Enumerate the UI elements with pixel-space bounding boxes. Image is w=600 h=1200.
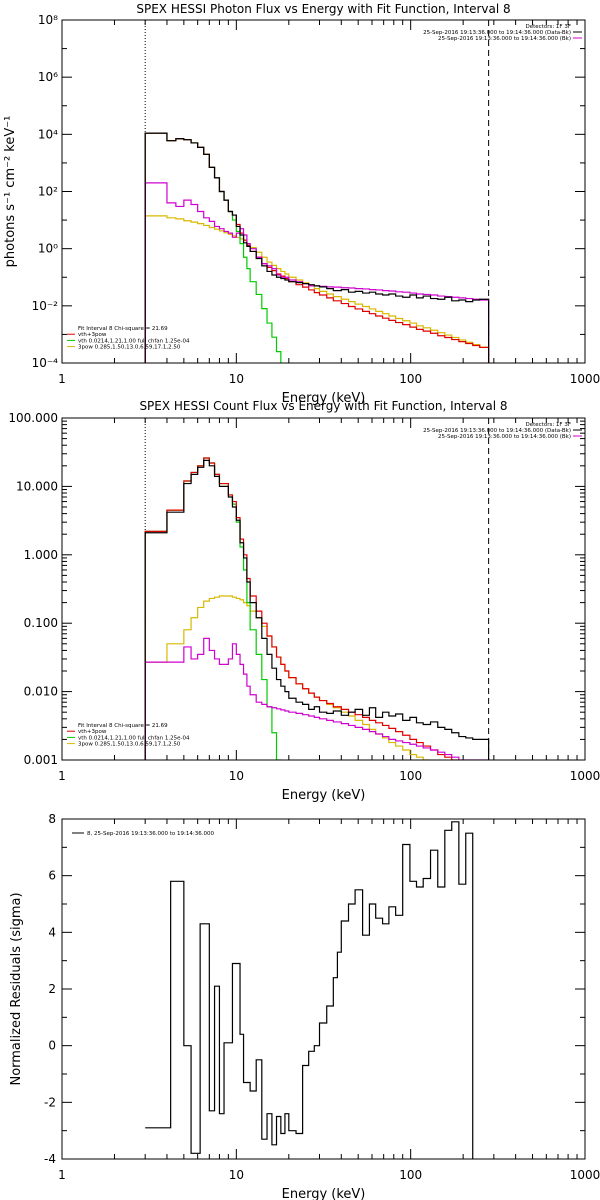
plot-frame: [61, 19, 586, 364]
y-tick-label: 0: [48, 1039, 56, 1053]
series-vth-3pow: [144, 457, 490, 760]
chart-panel-2: [61, 417, 586, 761]
plot-frame: [61, 417, 586, 761]
x-tick-label: 100: [399, 1168, 422, 1182]
x-tick-label: 1000: [570, 769, 600, 783]
legend-entry: vth 0.0214,1.21,1.00 full chfan 1.25e-04: [78, 735, 190, 741]
series-bk: [144, 637, 489, 760]
series-residuals: [145, 821, 474, 1159]
series-bk: [144, 182, 490, 363]
x-tick-label: 1: [58, 769, 66, 783]
legend-entry: vth+3pow: [78, 332, 107, 338]
y-tick-label: 8: [48, 812, 56, 826]
x-axis-label: Energy (keV): [282, 1187, 366, 1200]
y-tick-label: 10.000: [16, 479, 58, 493]
legend-entry: 3pow 0.285,1.50,13.0,6.59,17.1,2.50: [78, 742, 181, 748]
x-tick-label: 1: [58, 372, 66, 386]
x-tick-label: 1: [58, 1168, 66, 1182]
series-data-bk: [144, 132, 490, 363]
legend-entry: Fit Interval 8 Chi-square = 21.69: [78, 723, 168, 729]
legend-entry: 8, 25-Sep-2016 19:13:36.000 to 19:14:36.…: [87, 831, 214, 837]
series-3pow: [144, 215, 490, 363]
y-tick-label: 0.001: [24, 753, 58, 767]
y-axis-label: Normalized Residuals (sigma): [9, 892, 24, 1085]
plot-frame: [61, 818, 586, 1160]
legend-entry: vth+3pow: [78, 729, 107, 735]
y-tick-label: 10²: [38, 185, 58, 199]
y-tick-label: 10⁻²: [32, 299, 59, 313]
y-tick-label: 0.100: [24, 616, 58, 630]
y-tick-label: 10⁰: [38, 242, 58, 256]
chart-panel-1: [61, 19, 586, 364]
legend-entry: Detectors: 1F 3F: [525, 24, 571, 30]
y-tick-label: 1.000: [24, 548, 58, 562]
series-vth-3pow: [144, 132, 490, 363]
chart-title: SPEX HESSI Photon Flux vs Energy with Fi…: [136, 2, 510, 16]
legend-entry: Detectors: 1F 3F: [525, 422, 571, 428]
y-tick-label: 10⁸: [38, 13, 58, 27]
x-tick-label: 1000: [570, 372, 600, 386]
x-tick-label: 10: [229, 372, 244, 386]
chart-panel-3: [61, 818, 586, 1160]
series-vth: [144, 457, 281, 760]
legend-entry: Fit Interval 8 Chi-square = 21.69: [78, 326, 168, 332]
chart-title: SPEX HESSI Count Flux vs Energy with Fit…: [139, 399, 507, 413]
y-axis-label: photons s⁻¹ cm⁻² keV⁻¹: [3, 116, 18, 268]
legend-entry: 25-Sep-2016 19:13:36.000 to 19:14:36.000…: [423, 428, 571, 434]
y-tick-label: 2: [48, 982, 56, 996]
x-tick-label: 10: [229, 769, 244, 783]
series-data-bk: [144, 459, 490, 760]
x-tick-label: 1000: [570, 1168, 600, 1182]
y-tick-label: -2: [44, 1095, 56, 1109]
legend-entry: 25-Sep-2016 19:13:36.000 to 19:14:36.000…: [423, 30, 571, 36]
y-tick-label: 4: [48, 925, 56, 939]
y-tick-label: 100.000: [8, 411, 58, 425]
legend-entry: 25-Sep-2016 19:13:36.000 to 19:14:36.000…: [438, 36, 571, 42]
y-tick-label: 10⁶: [38, 70, 58, 84]
x-tick-label: 10: [229, 1168, 244, 1182]
x-tick-label: 100: [399, 769, 422, 783]
legend-entry: 25-Sep-2016 19:13:36.000 to 19:14:36.000…: [438, 434, 571, 440]
legend-entry: vth 0.0214,1.21,1.00 full chfan 1.25e-04: [78, 338, 190, 344]
y-tick-label: -4: [44, 1152, 56, 1166]
x-axis-label: Energy (keV): [282, 391, 366, 406]
legend-entry: 3pow 0.285,1.50,13.0,6.59,17.1,2.50: [78, 345, 181, 351]
y-tick-label: 10⁴: [38, 127, 58, 141]
y-tick-label: 10⁻⁴: [32, 356, 59, 370]
y-tick-label: 0.010: [24, 685, 58, 699]
x-axis-label: Energy (keV): [282, 788, 366, 803]
x-tick-label: 100: [399, 372, 422, 386]
y-tick-label: 6: [48, 869, 56, 883]
